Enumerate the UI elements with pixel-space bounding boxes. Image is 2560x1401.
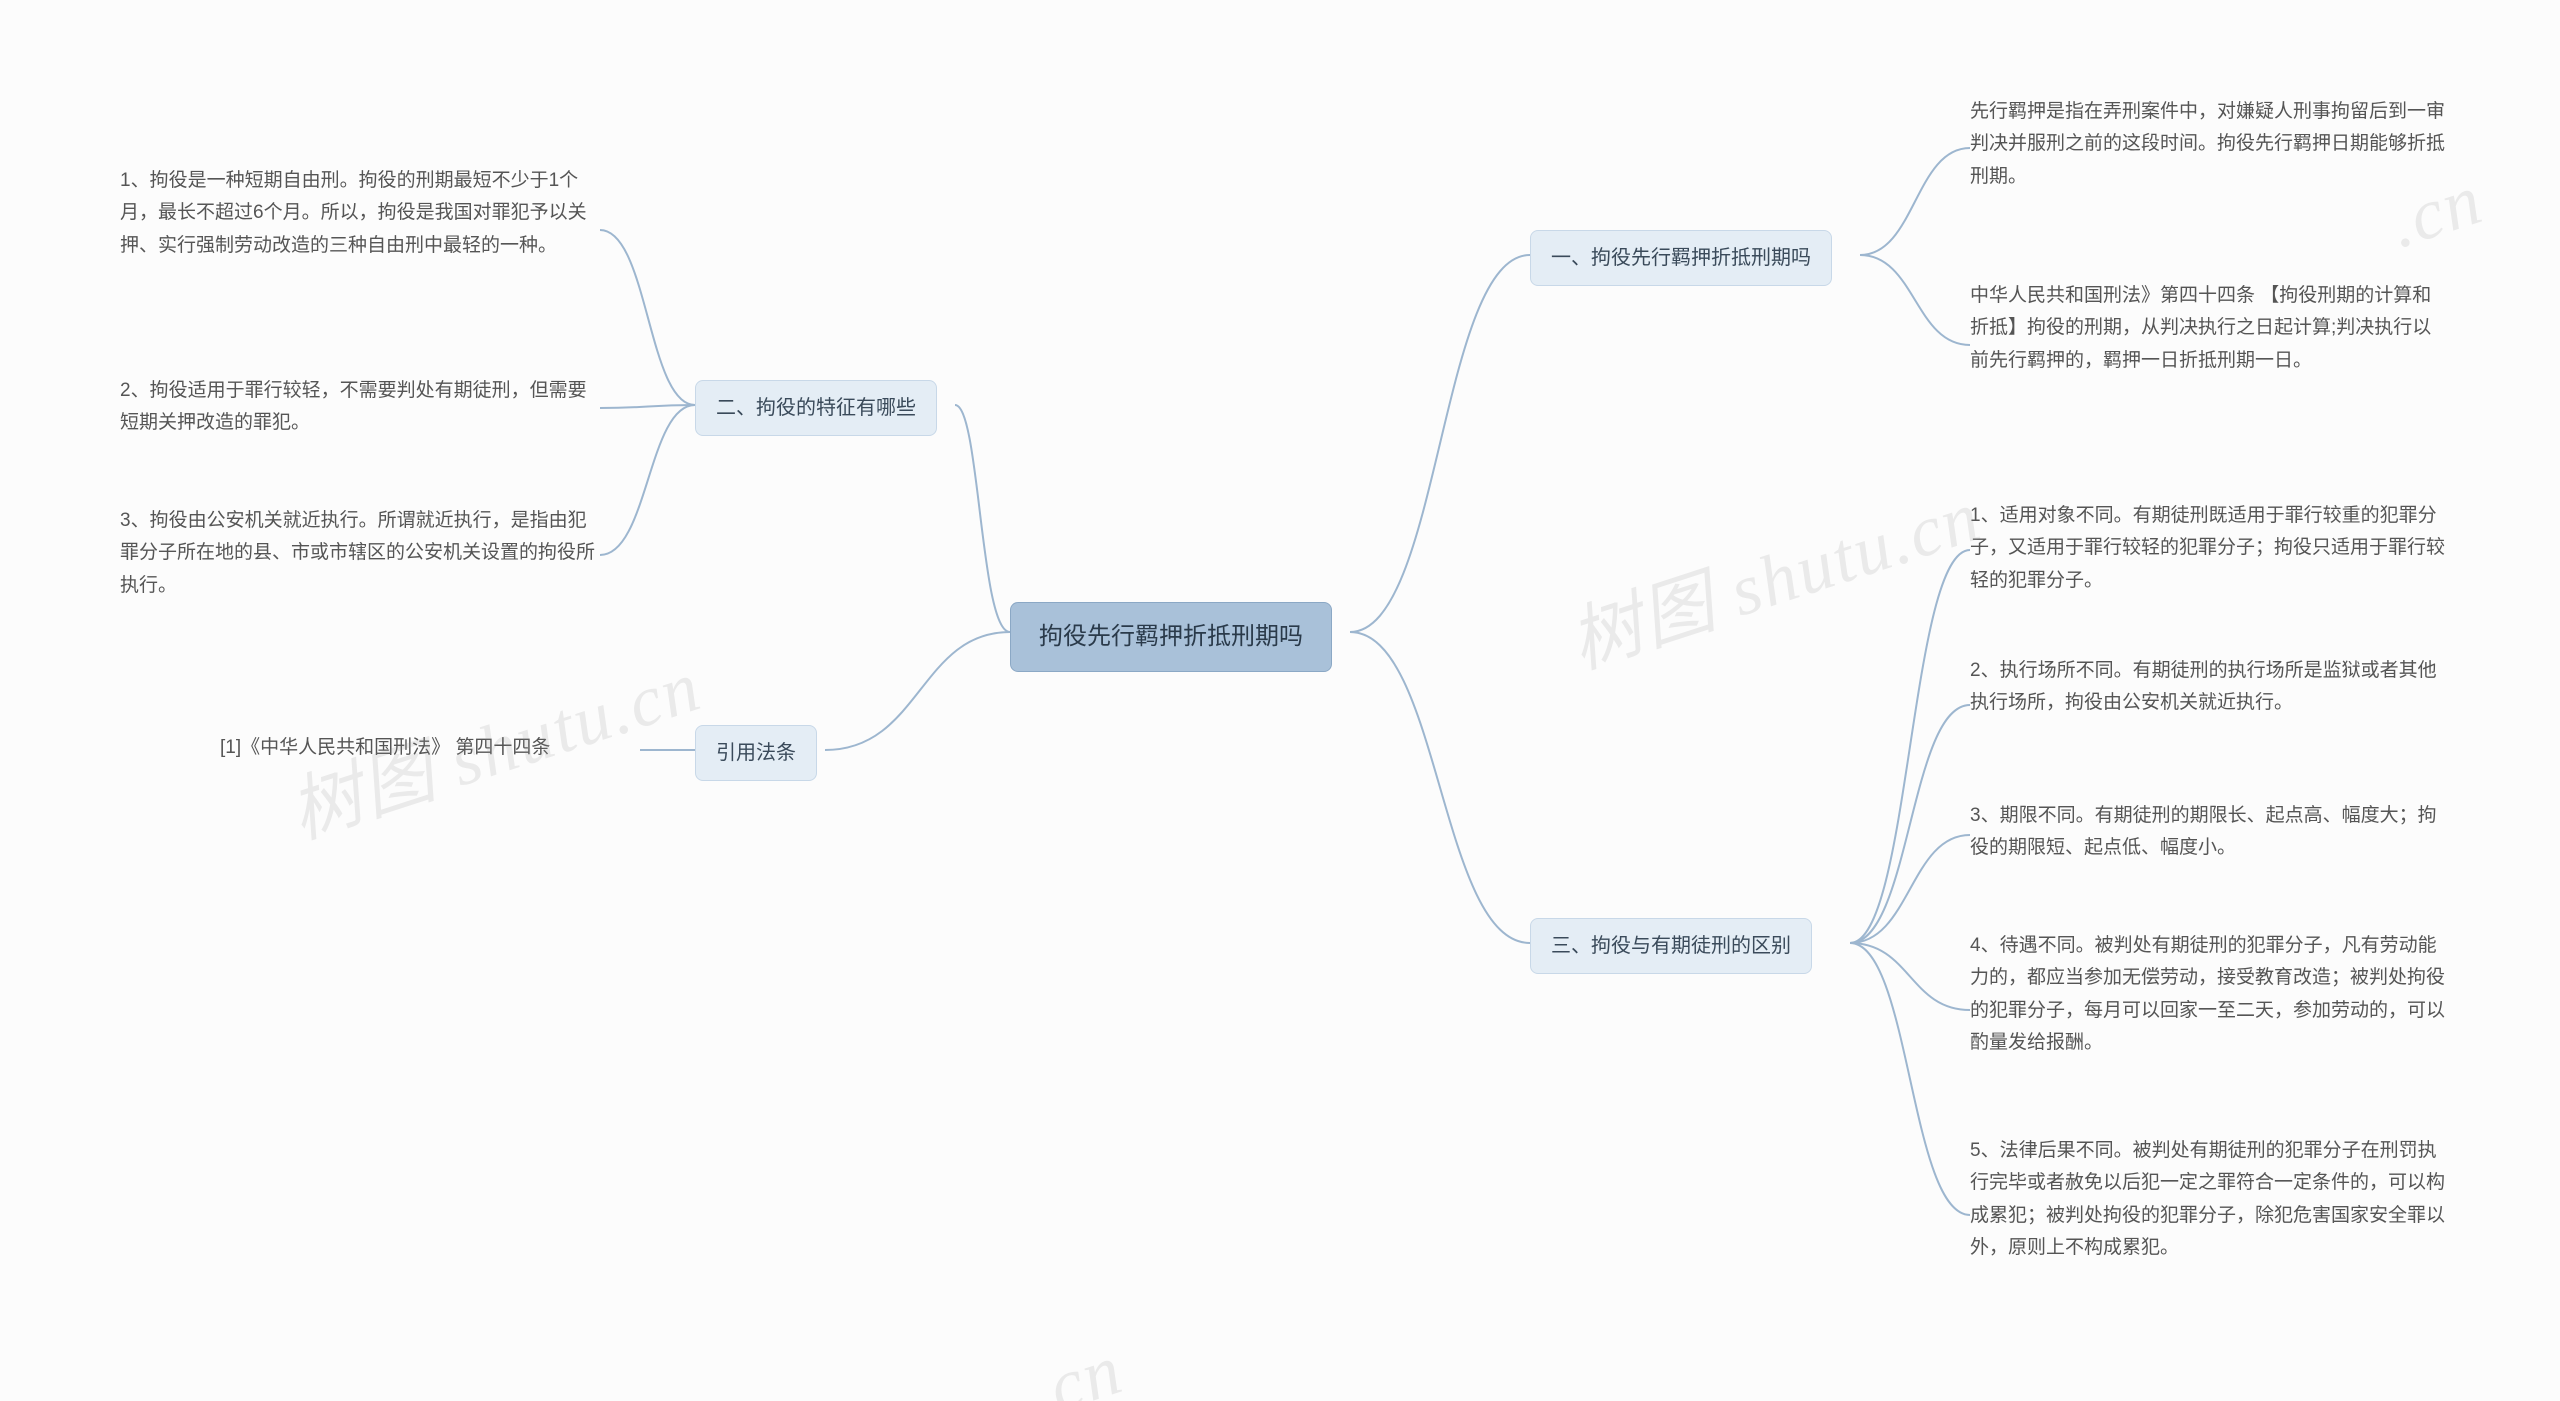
branch-r1[interactable]: 一、拘役先行羁押折抵刑期吗 xyxy=(1530,230,1832,286)
watermark-1: 树图 shutu.cn xyxy=(1554,457,1992,688)
branch-l2[interactable]: 二、拘役的特征有哪些 xyxy=(695,380,937,436)
leaf-r3-3: 4、待遇不同。被判处有期徒刑的犯罪分子，凡有劳动能力的，都应当参加无偿劳动，接受… xyxy=(1970,930,2450,1059)
watermark-3: .cn xyxy=(1019,1328,1132,1401)
leaf-l2-2: 3、拘役由公安机关就近执行。所谓就近执行，是指由犯罪分子所在地的县、市或市辖区的… xyxy=(120,505,600,602)
branch-l4[interactable]: 引用法条 xyxy=(695,725,817,781)
leaf-l4-0: [1]《中华人民共和国刑法》 第四十四条 xyxy=(220,732,640,764)
leaf-r1-0: 先行羁押是指在弄刑案件中，对嫌疑人刑事拘留后到一审判决并服刑之前的这段时间。拘役… xyxy=(1970,96,2450,193)
mindmap-canvas: 拘役先行羁押折抵刑期吗 一、拘役先行羁押折抵刑期吗 先行羁押是指在弄刑案件中，对… xyxy=(0,0,2560,1401)
branch-r3[interactable]: 三、拘役与有期徒刑的区别 xyxy=(1530,918,1812,974)
leaf-r3-0: 1、适用对象不同。有期徒刑既适用于罪行较重的犯罪分子，又适用于罪行较轻的犯罪分子… xyxy=(1970,500,2450,597)
leaf-r3-1: 2、执行场所不同。有期徒刑的执行场所是监狱或者其他执行场所，拘役由公安机关就近执… xyxy=(1970,655,2450,720)
leaf-l2-0: 1、拘役是一种短期自由刑。拘役的刑期最短不少于1个月，最长不超过6个月。所以，拘… xyxy=(120,165,600,262)
leaf-r3-2: 3、期限不同。有期徒刑的期限长、起点高、幅度大；拘役的期限短、起点低、幅度小。 xyxy=(1970,800,2450,865)
root-node[interactable]: 拘役先行羁押折抵刑期吗 xyxy=(1010,602,1332,672)
leaf-r3-4: 5、法律后果不同。被判处有期徒刑的犯罪分子在刑罚执行完毕或者赦免以后犯一定之罪符… xyxy=(1970,1135,2450,1264)
leaf-r1-1: 中华人民共和国刑法》第四十四条 【拘役刑期的计算和折抵】拘役的刑期，从判决执行之… xyxy=(1970,280,2450,377)
leaf-l2-1: 2、拘役适用于罪行较轻，不需要判处有期徒刑，但需要短期关押改造的罪犯。 xyxy=(120,375,600,440)
